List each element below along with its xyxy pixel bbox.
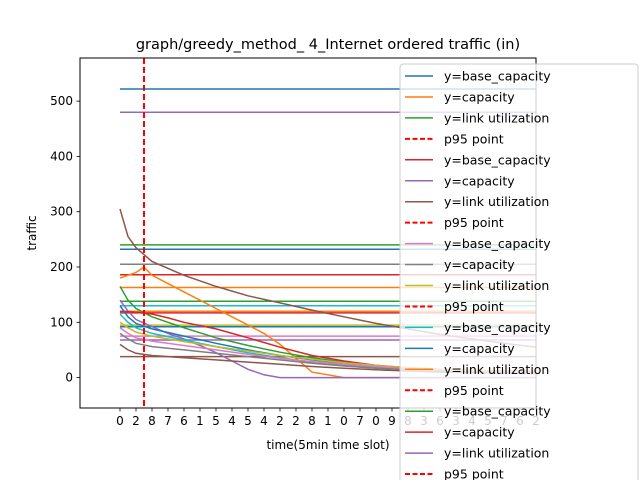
x-tick-label-7: 4 — [228, 414, 236, 428]
chart-title: graph/greedy_method_ 4_Internet ordered … — [136, 37, 520, 53]
y-tick-label-4: 400 — [50, 149, 73, 163]
legend-label-3: p95 point — [444, 131, 504, 146]
legend-label-2: y=link utilization — [444, 110, 549, 125]
x-tick-label-6: 5 — [212, 414, 220, 428]
y-axis-label: traffic — [25, 215, 39, 250]
x-tick-label-5: 1 — [196, 414, 204, 428]
y-tick-label-3: 300 — [50, 205, 73, 219]
x-tick-label-0: 0 — [116, 414, 124, 428]
legend-label-19: p95 point — [444, 467, 504, 480]
legend-label-14: y=link utilization — [444, 362, 549, 377]
legend-label-9: y=capacity — [444, 257, 515, 272]
x-tick-label-14: 0 — [340, 414, 348, 428]
legend-label-8: y=base_capacity — [444, 236, 551, 251]
legend-label-10: y=link utilization — [444, 278, 549, 293]
legend: y=base_capacity y=capacity y=link utilizat… — [399, 63, 639, 480]
legend-label-13: y=capacity — [444, 341, 515, 356]
y-tick-label-2: 200 — [50, 260, 73, 274]
legend-label-6: y=link utilization — [444, 194, 549, 209]
legend-label-15: p95 point — [444, 383, 504, 398]
x-tick-label-15: 7 — [356, 414, 364, 428]
x-tick-label-9: 4 — [260, 414, 268, 428]
x-tick-label-16: 0 — [372, 414, 380, 428]
x-tick-label-1: 2 — [132, 414, 140, 428]
legend-label-12: y=base_capacity — [444, 320, 551, 335]
legend-label-4: y=base_capacity — [444, 152, 551, 167]
x-tick-label-4: 6 — [180, 414, 188, 428]
x-tick-label-13: 1 — [324, 414, 332, 428]
legend-box — [399, 63, 639, 480]
legend-label-0: y=base_capacity — [444, 69, 551, 84]
legend-label-1: y=capacity — [444, 89, 515, 104]
x-tick-label-11: 2 — [292, 414, 300, 428]
y-tick-label-5: 500 — [50, 94, 73, 108]
legend-label-18: y=link utilization — [444, 446, 549, 461]
legend-label-11: p95 point — [444, 299, 504, 314]
y-tick-label-1: 100 — [50, 315, 73, 329]
x-axis-label: time(5min time slot) — [266, 438, 389, 452]
x-tick-label-3: 7 — [164, 414, 172, 428]
x-tick-label-2: 8 — [148, 414, 156, 428]
y-axis: 0 100 200 300 400 500 — [50, 94, 80, 385]
legend-label-7: p95 point — [444, 215, 504, 230]
series-line-17 — [119, 266, 536, 379]
x-tick-label-17: 9 — [388, 414, 396, 428]
x-tick-label-12: 8 — [308, 414, 316, 428]
x-tick-label-10: 2 — [276, 414, 284, 428]
legend-label-16: y=base_capacity — [444, 404, 551, 419]
legend-label-5: y=capacity — [444, 173, 515, 188]
y-tick-label-0: 0 — [65, 371, 73, 385]
legend-label-17: y=capacity — [444, 425, 515, 440]
x-tick-label-8: 5 — [244, 414, 252, 428]
